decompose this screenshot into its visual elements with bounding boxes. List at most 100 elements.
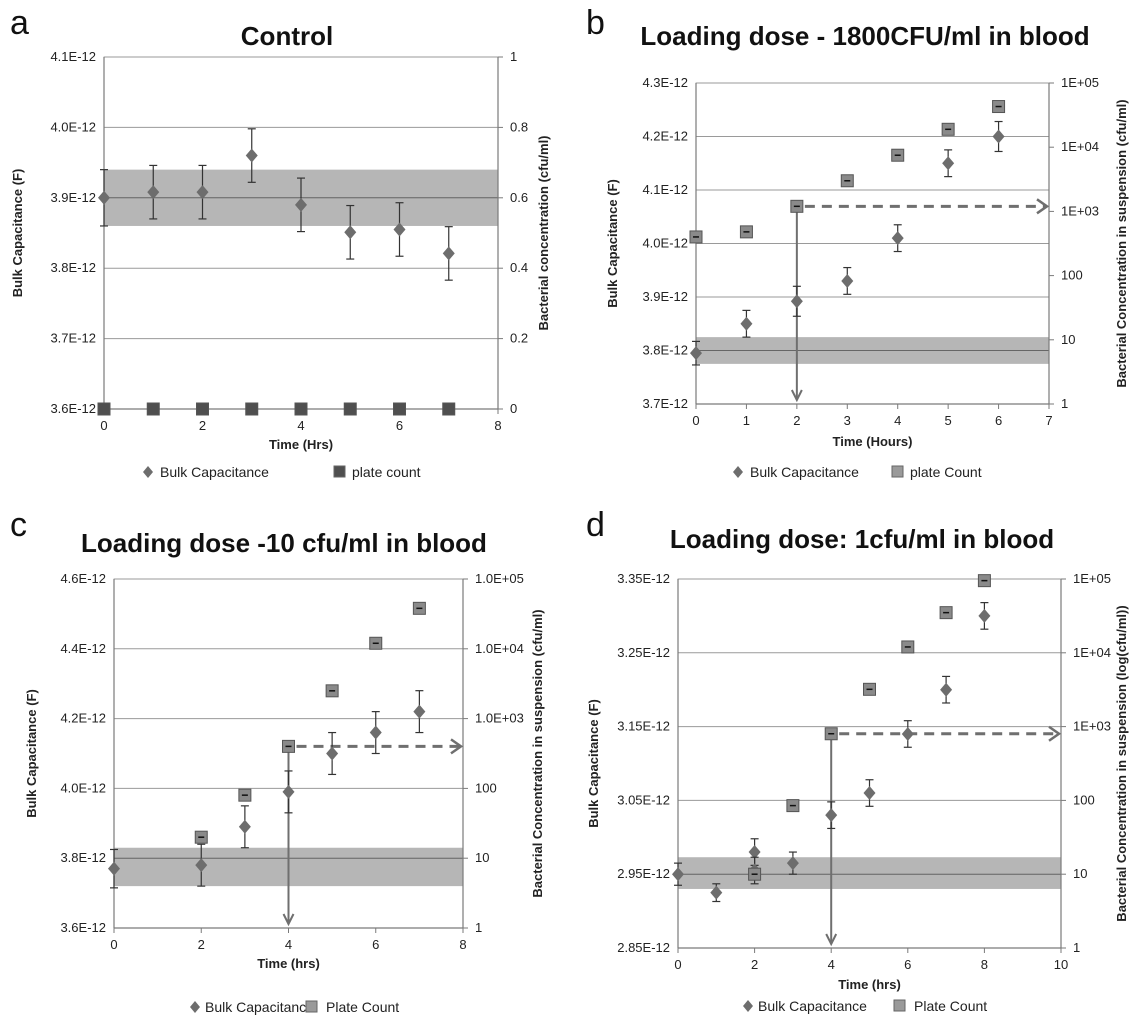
chart-title: Loading dose - 1800CFU/ml in blood: [640, 21, 1089, 51]
panel-b: b Loading dose - 1800CFU/ml in blood3.7E-…: [586, 4, 1129, 480]
legend-square-icon: [334, 466, 345, 477]
y-tick-label: 4.0E-12: [50, 119, 96, 134]
baseline-band: [678, 857, 1061, 889]
y-tick-label: 4.2E-12: [642, 129, 688, 144]
y2-tick-label: 1.0E+03: [475, 711, 524, 726]
legend-label: Plate Count: [326, 999, 399, 1015]
y-axis-label: Bulk Capacitance (F): [605, 179, 620, 308]
legend: Bulk Capacitance plate Count: [733, 464, 982, 480]
y-tick-label: 4.2E-12: [60, 711, 106, 726]
y-tick-label: 4.6E-12: [60, 571, 106, 586]
x-tick-label: 7: [1045, 413, 1052, 428]
data-point-diamond: [344, 225, 356, 239]
legend: Bulk Capacitance Plate Count: [743, 998, 987, 1014]
x-tick-label: 3: [844, 413, 851, 428]
y2-tick-label: 0.2: [510, 331, 528, 346]
chart-title: Control: [241, 21, 333, 51]
plot-area: [104, 57, 498, 409]
x-tick-label: 8: [459, 937, 466, 952]
x-tick-label: 2: [199, 418, 206, 433]
data-point-diamond: [942, 156, 954, 170]
data-point-diamond: [246, 149, 258, 163]
x-tick-label: 2: [793, 413, 800, 428]
y2-tick-label: 10: [475, 850, 489, 865]
y2-tick-label: 1E+03: [1073, 719, 1111, 734]
y-axis-label: Bulk Capacitance (F): [24, 689, 39, 818]
panel-letter: a: [10, 4, 29, 42]
data-point-square: [197, 403, 209, 415]
data-point-diamond: [940, 683, 952, 697]
x-axis-label: Time (Hrs): [269, 437, 333, 452]
legend-diamond-icon: [143, 466, 153, 478]
x-tick-label: 6: [995, 413, 1002, 428]
series-plate-count: [749, 575, 991, 881]
x-axis-label: Time (Hours): [833, 434, 913, 449]
legend: Bulk Capacitance plate count: [143, 464, 421, 480]
y-tick-label: 2.95E-12: [617, 866, 670, 881]
x-tick-label: 5: [945, 413, 952, 428]
y-tick-label: 3.9E-12: [642, 289, 688, 304]
y2-axis-label: Bacterial Concentration in suspension (l…: [1114, 605, 1129, 921]
y2-tick-label: 10: [1073, 866, 1087, 881]
panel-letter: d: [586, 506, 605, 544]
y2-tick-label: 100: [1061, 268, 1083, 283]
y-tick-label: 4.1E-12: [642, 182, 688, 197]
y-tick-label: 3.35E-12: [617, 571, 670, 586]
y-tick-label: 4.3E-12: [642, 75, 688, 90]
legend-square-icon: [892, 466, 903, 477]
plot-area: [678, 579, 1061, 948]
y2-tick-label: 1E+05: [1073, 571, 1111, 586]
y2-axis-label: Bacterial Concentration in suspension (c…: [530, 609, 545, 897]
legend-diamond-icon: [743, 1000, 753, 1012]
legend-label: plate count: [352, 464, 421, 480]
x-tick-label: 0: [100, 418, 107, 433]
y-tick-label: 4.0E-12: [642, 236, 688, 251]
data-point-diamond: [791, 294, 803, 308]
x-tick-label: 6: [372, 937, 379, 952]
data-point-square: [295, 403, 307, 415]
x-tick-label: 4: [828, 957, 835, 972]
y2-tick-label: 1.0E+05: [475, 571, 524, 586]
data-point-diamond: [902, 727, 914, 741]
x-tick-label: 4: [297, 418, 304, 433]
y-tick-label: 3.05E-12: [617, 792, 670, 807]
data-point-square: [443, 403, 455, 415]
data-point-diamond: [993, 130, 1005, 144]
y-tick-label: 3.8E-12: [50, 260, 96, 275]
x-tick-label: 1: [743, 413, 750, 428]
y-axis-label: Bulk Capacitance (F): [10, 169, 25, 298]
x-tick-label: 0: [692, 413, 699, 428]
x-tick-label: 2: [751, 957, 758, 972]
x-tick-label: 10: [1054, 957, 1068, 972]
data-point-square: [147, 403, 159, 415]
legend-diamond-icon: [190, 1001, 200, 1013]
data-point-diamond: [413, 705, 425, 719]
chart-title: Loading dose -10 cfu/ml in blood: [81, 528, 487, 558]
data-point-diamond: [978, 609, 990, 623]
y2-tick-label: 1E+03: [1061, 203, 1099, 218]
data-point-diamond: [841, 274, 853, 288]
panel-c: c Loading dose -10 cfu/ml in blood3.6E-12…: [10, 506, 545, 1015]
legend-square-icon: [306, 1001, 317, 1012]
y-tick-label: 4.4E-12: [60, 641, 106, 656]
data-point-diamond: [825, 808, 837, 822]
y2-tick-label: 1.0E+04: [475, 641, 524, 656]
y2-axis-label: Bacterial Concentration in suspension (c…: [1114, 99, 1129, 387]
y2-tick-label: 1E+05: [1061, 75, 1099, 90]
y-axis-label: Bulk Capacitance (F): [586, 699, 601, 828]
y2-tick-label: 1: [510, 49, 517, 64]
x-tick-label: 4: [285, 937, 292, 952]
y2-tick-label: 0.6: [510, 190, 528, 205]
data-point-diamond: [239, 820, 251, 834]
legend: Bulk Capacitance Plate Count: [190, 999, 399, 1015]
y-tick-label: 3.6E-12: [50, 401, 96, 416]
data-point-square: [394, 403, 406, 415]
y2-tick-label: 0: [510, 401, 517, 416]
y-tick-label: 3.6E-12: [60, 920, 106, 935]
y-tick-label: 3.8E-12: [642, 343, 688, 358]
x-tick-label: 4: [894, 413, 901, 428]
panel-d: d Loading dose: 1cfu/ml in blood 2.85E-12 2…: [586, 506, 1129, 1014]
x-tick-label: 8: [494, 418, 501, 433]
x-tick-label: 2: [198, 937, 205, 952]
